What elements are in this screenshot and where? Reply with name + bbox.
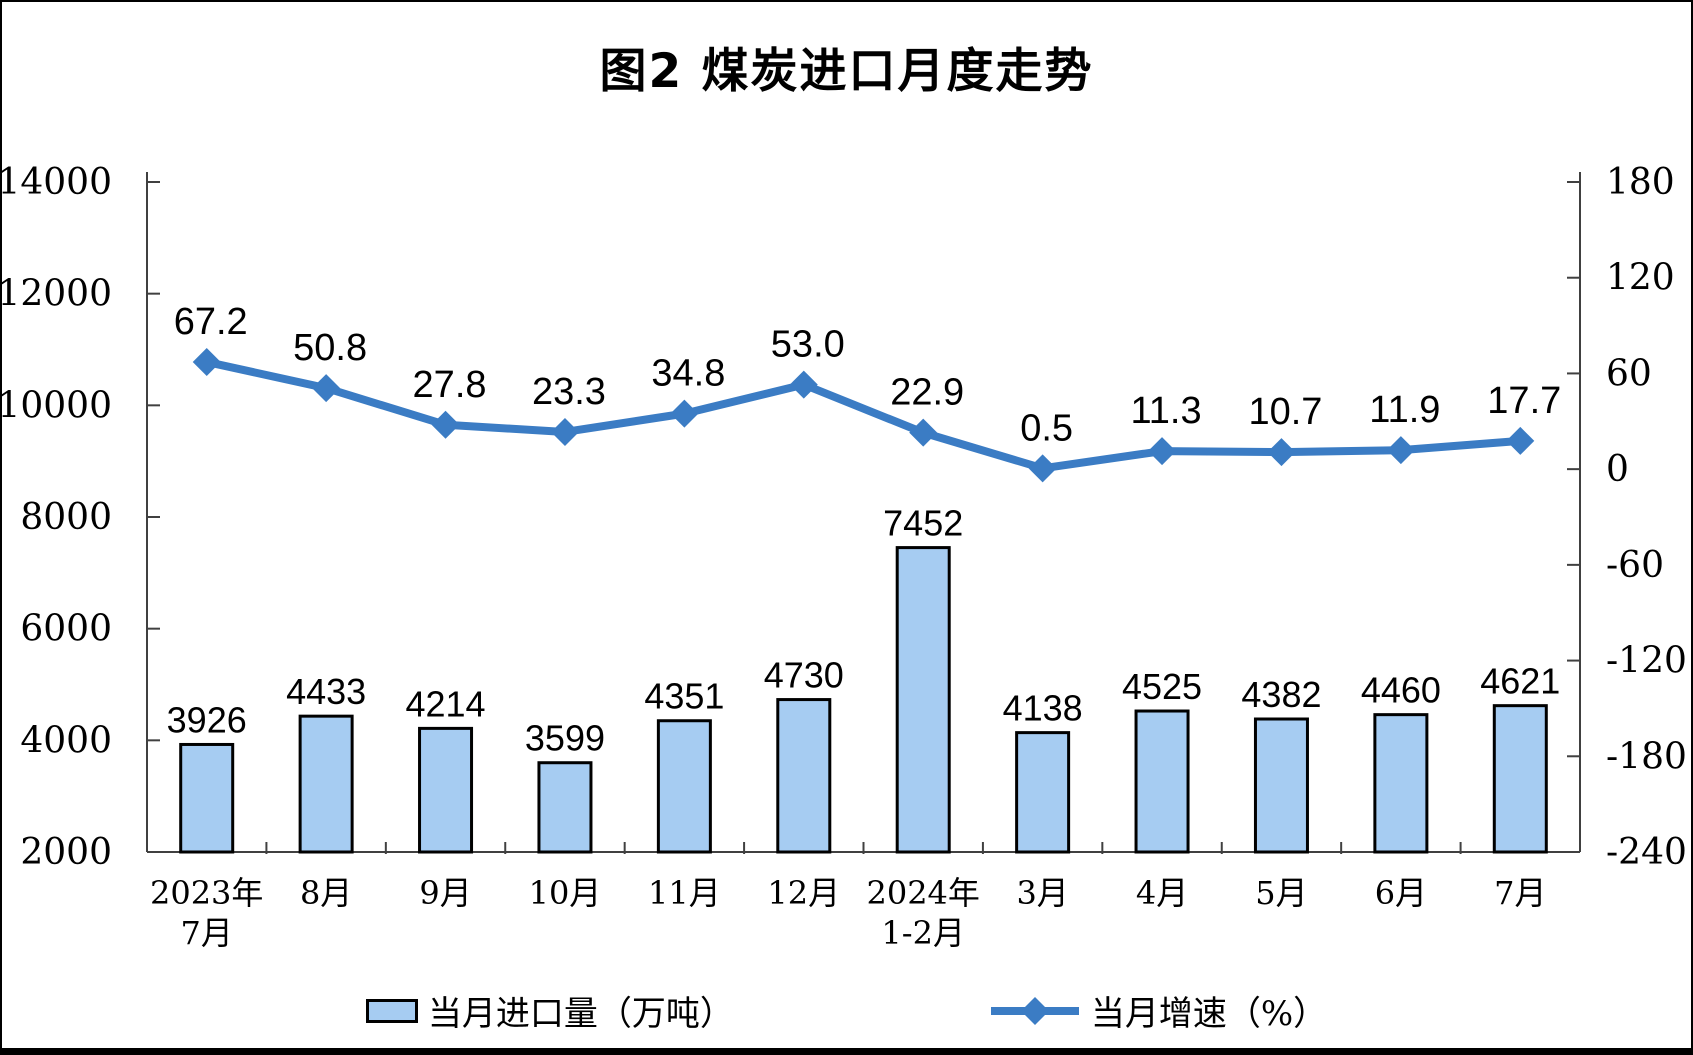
line-marker-3 (550, 417, 579, 446)
bar-label-11: 4621 (1480, 661, 1560, 702)
legend-line-label: 当月增速（%） (1090, 994, 1328, 1034)
line-marker-11 (1506, 426, 1535, 455)
line-label-11: 17.7 (1487, 380, 1561, 422)
line-marker-4 (670, 399, 699, 428)
bar-series-swatch-icon (365, 998, 418, 1023)
svg-text:180: 180 (1606, 162, 1675, 203)
legend-bar-label: 当月进口量（万吨） (427, 994, 734, 1034)
x-label-3: 10月 (529, 874, 602, 912)
line-label-0: 67.2 (174, 301, 248, 343)
line-series: 67.2 50.8 27.8 23.3 34.8 53.0 22.9 0.5 11.3 10.7 1… (174, 301, 1561, 483)
x-label-8: 4月 (1136, 874, 1188, 912)
svg-text:-120: -120 (1606, 641, 1687, 682)
line-marker-10 (1386, 436, 1415, 465)
line-marker-2 (431, 410, 460, 439)
svg-text:-180: -180 (1606, 736, 1687, 777)
svg-text:8000: 8000 (20, 497, 112, 538)
svg-text:60: 60 (1606, 353, 1652, 394)
line-label-5: 53.0 (771, 324, 845, 366)
bar-3 (537, 761, 593, 854)
line-marker-9 (1267, 438, 1296, 467)
line-label-4: 34.8 (651, 353, 725, 395)
bar-10 (1373, 713, 1429, 854)
legend-item-bar: 当月进口量（万吨） (365, 986, 734, 1035)
bar-0 (179, 742, 235, 854)
bar-label-7: 4138 (1003, 688, 1083, 729)
bar-label-2: 4214 (405, 683, 485, 724)
bar-4 (656, 719, 712, 854)
line-marker-8 (1148, 437, 1177, 466)
svg-text:0: 0 (1606, 449, 1629, 490)
svg-text:10000: 10000 (2, 385, 112, 426)
line-label-10: 11.9 (1369, 389, 1440, 431)
chart-area: 2000 4000 6000 8000 10000 12000 14000 -240 -180 -… (2, 162, 1687, 952)
chart-legend: 当月进口量（万吨） 当月增速（%） (2, 986, 1691, 1035)
x-label-1: 8月 (300, 874, 352, 912)
svg-text:6000: 6000 (20, 609, 112, 650)
line-marker-0 (192, 347, 221, 376)
line-label-7: 0.5 (1020, 407, 1073, 449)
bar-label-6: 7452 (883, 503, 963, 544)
x-label-11: 7月 (1494, 874, 1546, 912)
x-label-5: 12月 (767, 874, 840, 912)
line-label-8: 11.3 (1130, 390, 1201, 432)
x-label-4: 11月 (648, 874, 721, 912)
svg-text:-240: -240 (1606, 832, 1687, 873)
bar-label-9: 4382 (1241, 674, 1321, 715)
x-label-6: 2024年 1-2月 (866, 874, 979, 952)
bar-label-0: 3926 (167, 699, 247, 740)
bar-7 (1015, 731, 1071, 854)
bar-1 (298, 714, 354, 854)
x-label-10: 6月 (1375, 874, 1427, 912)
line-label-9: 10.7 (1248, 391, 1322, 433)
bar-label-4: 4351 (644, 676, 724, 717)
line-label-3: 23.3 (532, 371, 606, 413)
bar-label-1: 4433 (286, 671, 366, 712)
bar-label-3: 3599 (525, 718, 605, 759)
bar-11 (1492, 704, 1548, 854)
line-marker-5 (789, 370, 818, 399)
bar-label-8: 4525 (1122, 666, 1202, 707)
svg-text:2000: 2000 (20, 832, 112, 873)
line-label-2: 27.8 (413, 364, 487, 406)
bar-8 (1134, 709, 1190, 854)
x-label-7: 3月 (1016, 874, 1068, 912)
svg-text:-60: -60 (1606, 545, 1664, 586)
bar-2 (418, 726, 474, 854)
bar-label-5: 4730 (764, 655, 844, 696)
x-label-2: 9月 (419, 874, 471, 912)
legend-item-line: 当月增速（%） (989, 986, 1327, 1035)
chart-title: 图2 煤炭进口月度走势 (599, 44, 1094, 99)
svg-text:14000: 14000 (2, 162, 112, 203)
line-marker-7 (1028, 454, 1057, 483)
svg-text:120: 120 (1606, 258, 1675, 299)
x-label-0: 2023年 7月 (150, 874, 263, 952)
svg-text:12000: 12000 (2, 274, 112, 315)
bar-9 (1253, 717, 1309, 854)
svg-text:4000: 4000 (20, 720, 112, 761)
line-label-1: 50.8 (293, 327, 367, 369)
bar-6 (895, 546, 951, 854)
bar-label-10: 4460 (1361, 670, 1441, 711)
line-series-swatch-icon (990, 996, 1079, 1025)
bar-series: 3926 4433 4214 3599 4351 4730 7452 4138 4525 4382… (167, 503, 1560, 854)
bar-5 (776, 698, 832, 854)
line-marker-6 (909, 418, 938, 447)
x-label-9: 5月 (1255, 874, 1307, 912)
line-label-6: 22.9 (890, 372, 964, 414)
line-marker-1 (312, 374, 341, 403)
